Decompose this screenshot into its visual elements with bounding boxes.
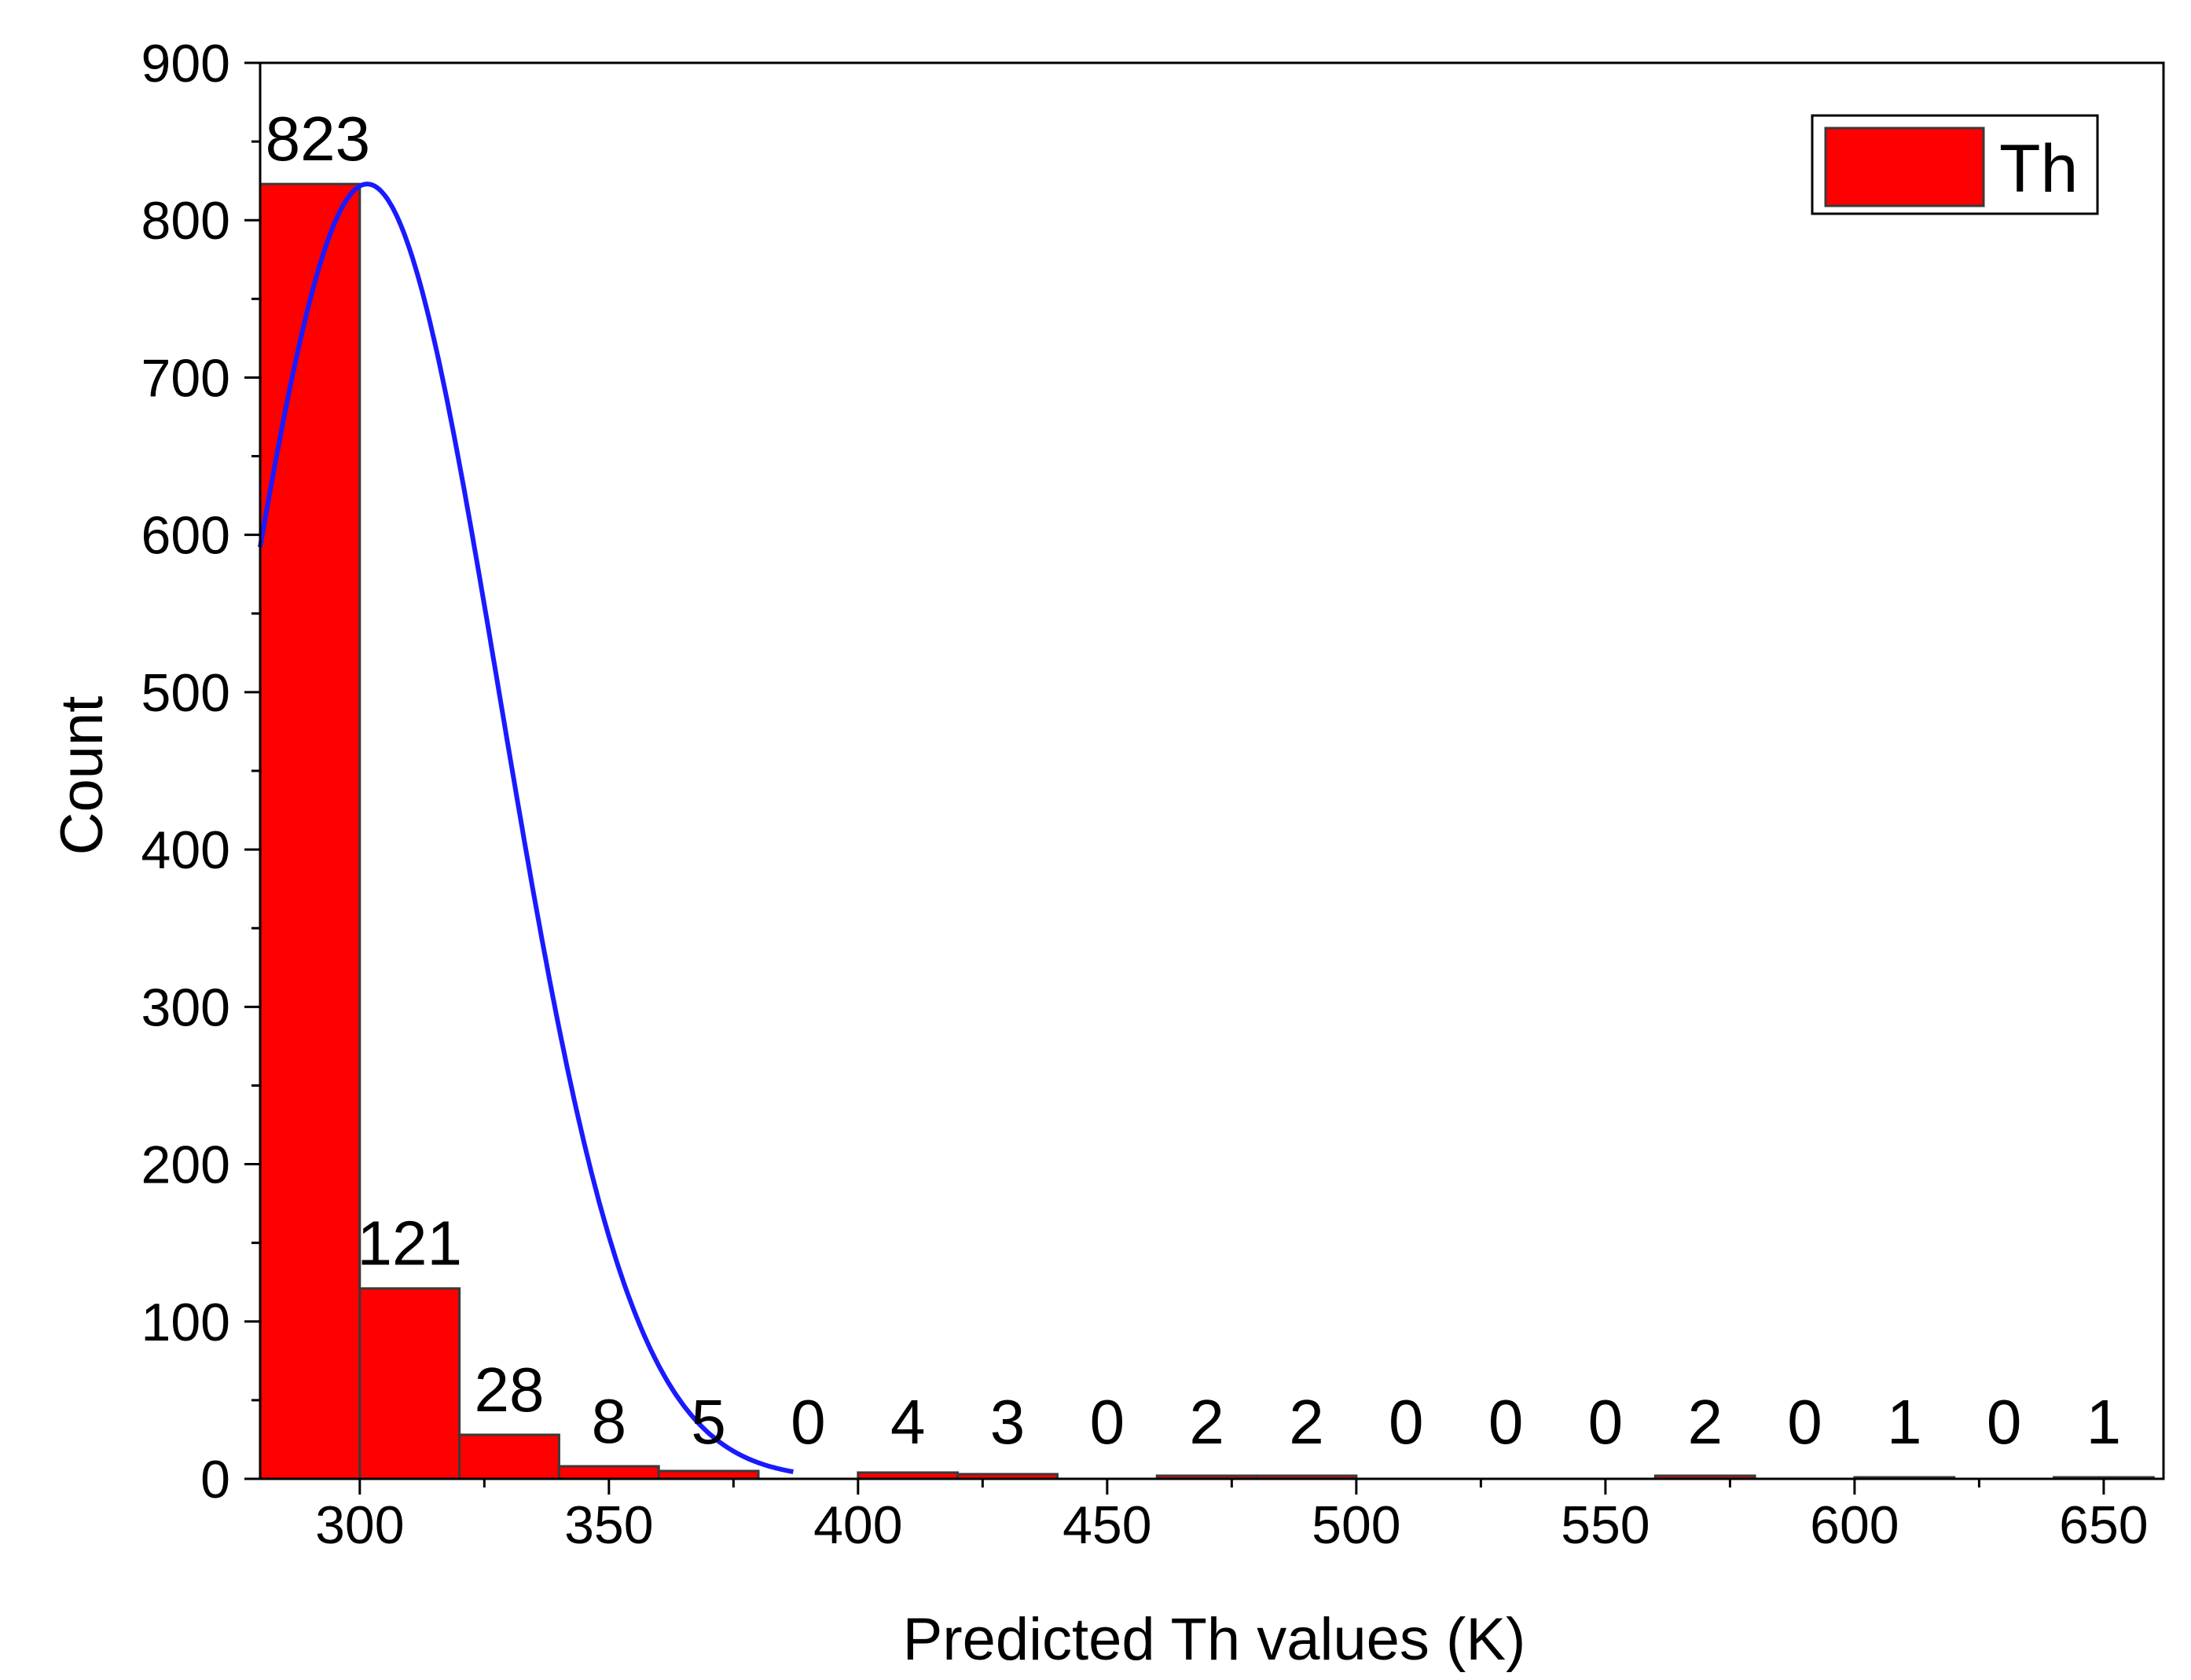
histogram-bar [557, 1465, 660, 1480]
bar-value-label: 2 [1687, 1387, 1723, 1457]
bar-value-label: 0 [1488, 1387, 1524, 1457]
bar-value-label: 5 [691, 1387, 726, 1457]
x-tick-label: 650 [2059, 1495, 2148, 1555]
y-tick-label: 900 [141, 34, 230, 94]
bar-value-label: 28 [475, 1355, 545, 1425]
y-tick-label: 100 [141, 1293, 230, 1352]
bar-value-label: 1 [2086, 1387, 2122, 1457]
y-tick-label: 800 [141, 191, 230, 251]
x-tick-label: 350 [564, 1495, 653, 1555]
y-tick-label: 600 [141, 506, 230, 566]
y-tick-label: 700 [141, 348, 230, 408]
histogram-bar [657, 1469, 760, 1480]
x-tick-label: 450 [1062, 1495, 1151, 1555]
x-tick-label: 500 [1312, 1495, 1400, 1555]
y-tick-label: 200 [141, 1135, 230, 1195]
y-tick-label: 300 [141, 978, 230, 1037]
bar-value-label: 0 [1787, 1387, 1822, 1457]
legend-label: Th [1999, 131, 2078, 207]
x-tick-label: 400 [813, 1495, 902, 1555]
bar-value-label: 8 [592, 1386, 627, 1456]
bar-value-label: 0 [1090, 1387, 1125, 1457]
legend-swatch [1824, 127, 1985, 207]
bar-value-label: 4 [890, 1387, 926, 1457]
bar-value-label: 823 [266, 104, 370, 174]
x-tick-label: 300 [315, 1495, 404, 1555]
bar-value-label: 121 [357, 1209, 461, 1278]
y-tick-label: 400 [141, 820, 230, 880]
histogram-bar [358, 1287, 461, 1480]
bar-value-label: 0 [791, 1387, 826, 1457]
bars-layer [259, 182, 2155, 1480]
bar-value-label: 3 [990, 1387, 1026, 1457]
legend: Th [1811, 114, 2099, 215]
x-axis-label: Predicted Th values (K) [903, 1606, 1526, 1673]
plot-frame [259, 61, 2165, 1480]
normal-fit-curve [258, 182, 794, 1474]
bar-value-label: 1 [1887, 1387, 1922, 1457]
y-tick-label: 500 [141, 663, 230, 723]
fit-curve-layer [258, 182, 794, 1474]
bar-value-label: 0 [1987, 1387, 2022, 1457]
x-tick-label: 600 [1810, 1495, 1899, 1555]
y-axis-label: Count [49, 696, 116, 856]
histogram-bar [458, 1433, 560, 1480]
histogram-bar [259, 182, 361, 1480]
bar-value-label: 2 [1289, 1387, 1324, 1457]
y-tick-label: 0 [200, 1450, 230, 1509]
bar-value-label: 2 [1189, 1387, 1224, 1457]
x-tick-label: 550 [1561, 1495, 1650, 1555]
bar-value-label: 0 [1389, 1387, 1424, 1457]
bar-value-label: 0 [1588, 1387, 1624, 1457]
